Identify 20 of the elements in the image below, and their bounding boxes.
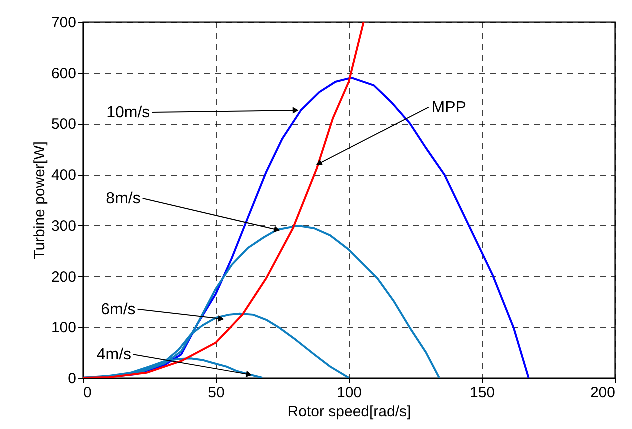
x-axis-title: Rotor speed[rad/s]	[288, 404, 412, 420]
annotation: 4m/s	[96, 346, 132, 364]
y-tick-label: 500	[51, 116, 76, 134]
y-axis-title: Turbine power[W]	[31, 142, 48, 260]
x-tick-label: 100	[336, 384, 362, 402]
y-tick-label: 400	[51, 167, 76, 184]
y-tick-label: 100	[51, 320, 76, 337]
annotation: 10m/s	[106, 104, 150, 122]
y-tick-label: 700	[51, 14, 76, 32]
x-tick-label: 200	[590, 384, 616, 402]
annotation: MPP	[432, 99, 466, 116]
annotation: 6m/s	[101, 301, 136, 318]
x-tick-label: 150	[470, 384, 496, 402]
x-tick-label: 0	[84, 384, 92, 402]
y-tick-label: 300	[51, 218, 76, 235]
y-tick-label: 600	[51, 65, 76, 82]
y-tick-label: 200	[51, 268, 76, 286]
y-tick-label: 0	[68, 370, 76, 388]
x-tick-label: 50	[208, 384, 225, 402]
annotation: 8m/s	[106, 190, 141, 208]
